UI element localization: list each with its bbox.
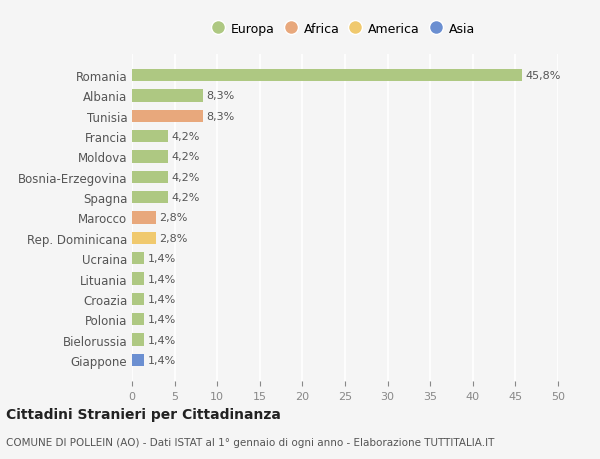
- Bar: [132, 90, 203, 102]
- Bar: [132, 313, 144, 325]
- Text: Cittadini Stranieri per Cittadinanza: Cittadini Stranieri per Cittadinanza: [6, 407, 281, 421]
- Text: 8,3%: 8,3%: [206, 112, 235, 122]
- Text: 1,4%: 1,4%: [148, 335, 176, 345]
- Text: 1,4%: 1,4%: [148, 314, 176, 325]
- Bar: [132, 151, 168, 163]
- Bar: [132, 252, 144, 265]
- Bar: [132, 232, 156, 244]
- Text: COMUNE DI POLLEIN (AO) - Dati ISTAT al 1° gennaio di ogni anno - Elaborazione TU: COMUNE DI POLLEIN (AO) - Dati ISTAT al 1…: [6, 437, 494, 447]
- Text: 4,2%: 4,2%: [171, 152, 200, 162]
- Bar: [132, 354, 144, 366]
- Bar: [132, 273, 144, 285]
- Bar: [132, 131, 168, 143]
- Bar: [132, 171, 168, 184]
- Text: 4,2%: 4,2%: [171, 132, 200, 142]
- Text: 4,2%: 4,2%: [171, 193, 200, 203]
- Text: 8,3%: 8,3%: [206, 91, 235, 101]
- Bar: [132, 293, 144, 305]
- Bar: [132, 212, 156, 224]
- Bar: [132, 111, 203, 123]
- Text: 1,4%: 1,4%: [148, 294, 176, 304]
- Text: 1,4%: 1,4%: [148, 254, 176, 263]
- Bar: [132, 70, 522, 82]
- Text: 1,4%: 1,4%: [148, 355, 176, 365]
- Legend: Europa, Africa, America, Asia: Europa, Africa, America, Asia: [211, 19, 479, 39]
- Text: 45,8%: 45,8%: [526, 71, 561, 81]
- Text: 1,4%: 1,4%: [148, 274, 176, 284]
- Text: 4,2%: 4,2%: [171, 173, 200, 182]
- Text: 2,8%: 2,8%: [159, 213, 188, 223]
- Bar: [132, 192, 168, 204]
- Text: 2,8%: 2,8%: [159, 233, 188, 243]
- Bar: [132, 334, 144, 346]
